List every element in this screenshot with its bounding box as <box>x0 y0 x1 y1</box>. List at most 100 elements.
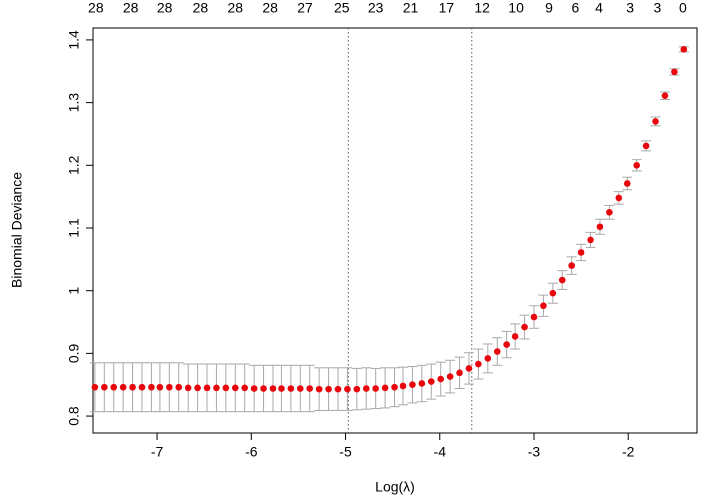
y-tick-label: 1 <box>66 287 82 295</box>
top-axis-label: 17 <box>439 0 455 16</box>
point <box>503 341 510 348</box>
top-axis-label: 28 <box>88 0 104 16</box>
top-axis-label: 21 <box>403 0 419 16</box>
point <box>297 385 304 392</box>
x-axis-label: Log(λ) <box>375 479 415 495</box>
point <box>493 348 501 355</box>
point <box>166 383 173 391</box>
point <box>642 142 650 150</box>
point <box>119 383 127 391</box>
top-axis-label: 9 <box>545 0 553 16</box>
point <box>156 383 164 391</box>
point <box>250 385 258 392</box>
point <box>623 180 631 187</box>
point <box>399 382 407 390</box>
point <box>344 385 351 393</box>
point <box>596 223 604 231</box>
x-tick-label: -5 <box>339 444 352 460</box>
point <box>91 383 99 391</box>
point <box>260 385 267 392</box>
point <box>549 289 557 297</box>
point <box>222 384 230 392</box>
top-axis-label: 23 <box>368 0 384 16</box>
point <box>484 355 492 362</box>
top-axis-label: 6 <box>572 0 580 16</box>
point <box>315 385 323 393</box>
y-tick-label: 1.4 <box>66 30 82 50</box>
point <box>391 383 398 391</box>
point <box>437 375 445 383</box>
top-axis-label: 12 <box>474 0 490 16</box>
top-axis-label: 27 <box>297 0 313 16</box>
point <box>456 369 463 377</box>
point <box>661 92 669 100</box>
point <box>203 384 211 392</box>
point <box>148 383 155 391</box>
top-axis-label: 3 <box>654 0 662 16</box>
x-tick-label: -4 <box>434 444 447 460</box>
point <box>334 385 342 393</box>
top-axis-label: 28 <box>123 0 139 16</box>
point <box>213 384 220 392</box>
point <box>521 323 528 331</box>
point <box>606 209 613 216</box>
point <box>540 302 547 310</box>
y-tick-label: 1.1 <box>66 218 82 238</box>
point <box>175 383 183 391</box>
x-tick-label: -6 <box>245 444 258 460</box>
point <box>381 384 389 392</box>
point <box>194 384 201 392</box>
point <box>427 378 435 385</box>
point <box>511 333 519 340</box>
point <box>184 384 192 392</box>
point <box>110 383 118 391</box>
top-axis-label: 3 <box>626 0 634 16</box>
point <box>241 384 249 392</box>
y-axis-label: Binomial Deviance <box>9 172 25 288</box>
x-tick-label: -2 <box>622 444 635 460</box>
point <box>306 385 314 392</box>
point <box>231 384 239 392</box>
x-tick-label: -7 <box>151 444 164 460</box>
top-axis-label: 28 <box>157 0 173 16</box>
point <box>409 381 416 389</box>
y-tick-label: 0.8 <box>66 406 82 426</box>
point <box>652 118 659 125</box>
plot-box <box>92 27 698 434</box>
point <box>530 313 538 321</box>
point <box>587 236 594 244</box>
point <box>558 276 566 284</box>
x-tick-label: -3 <box>528 444 541 460</box>
y-tick-label: 0.9 <box>66 343 82 363</box>
y-tick-label: 1.3 <box>66 93 82 113</box>
top-axis-label: 25 <box>334 0 350 16</box>
point <box>372 385 379 392</box>
top-axis-label: 0 <box>679 0 687 16</box>
point <box>353 385 361 393</box>
point <box>633 161 640 169</box>
point <box>325 385 332 393</box>
point <box>446 373 454 380</box>
point <box>671 68 678 76</box>
point <box>287 385 295 392</box>
point <box>680 46 688 53</box>
point <box>278 385 285 392</box>
point <box>138 383 146 391</box>
point <box>475 360 482 368</box>
point <box>269 385 277 392</box>
point <box>568 262 575 269</box>
point <box>129 383 136 391</box>
top-axis-label: 28 <box>262 0 278 16</box>
y-tick-label: 1.2 <box>66 155 82 175</box>
top-axis-label: 10 <box>508 0 524 16</box>
point <box>577 249 585 256</box>
top-axis-label: 28 <box>227 0 243 16</box>
point <box>101 383 108 391</box>
point <box>418 380 426 387</box>
point <box>465 365 473 372</box>
point <box>615 194 623 202</box>
top-axis-label: 28 <box>193 0 209 16</box>
point <box>362 385 370 392</box>
top-axis-label: 4 <box>595 0 603 16</box>
